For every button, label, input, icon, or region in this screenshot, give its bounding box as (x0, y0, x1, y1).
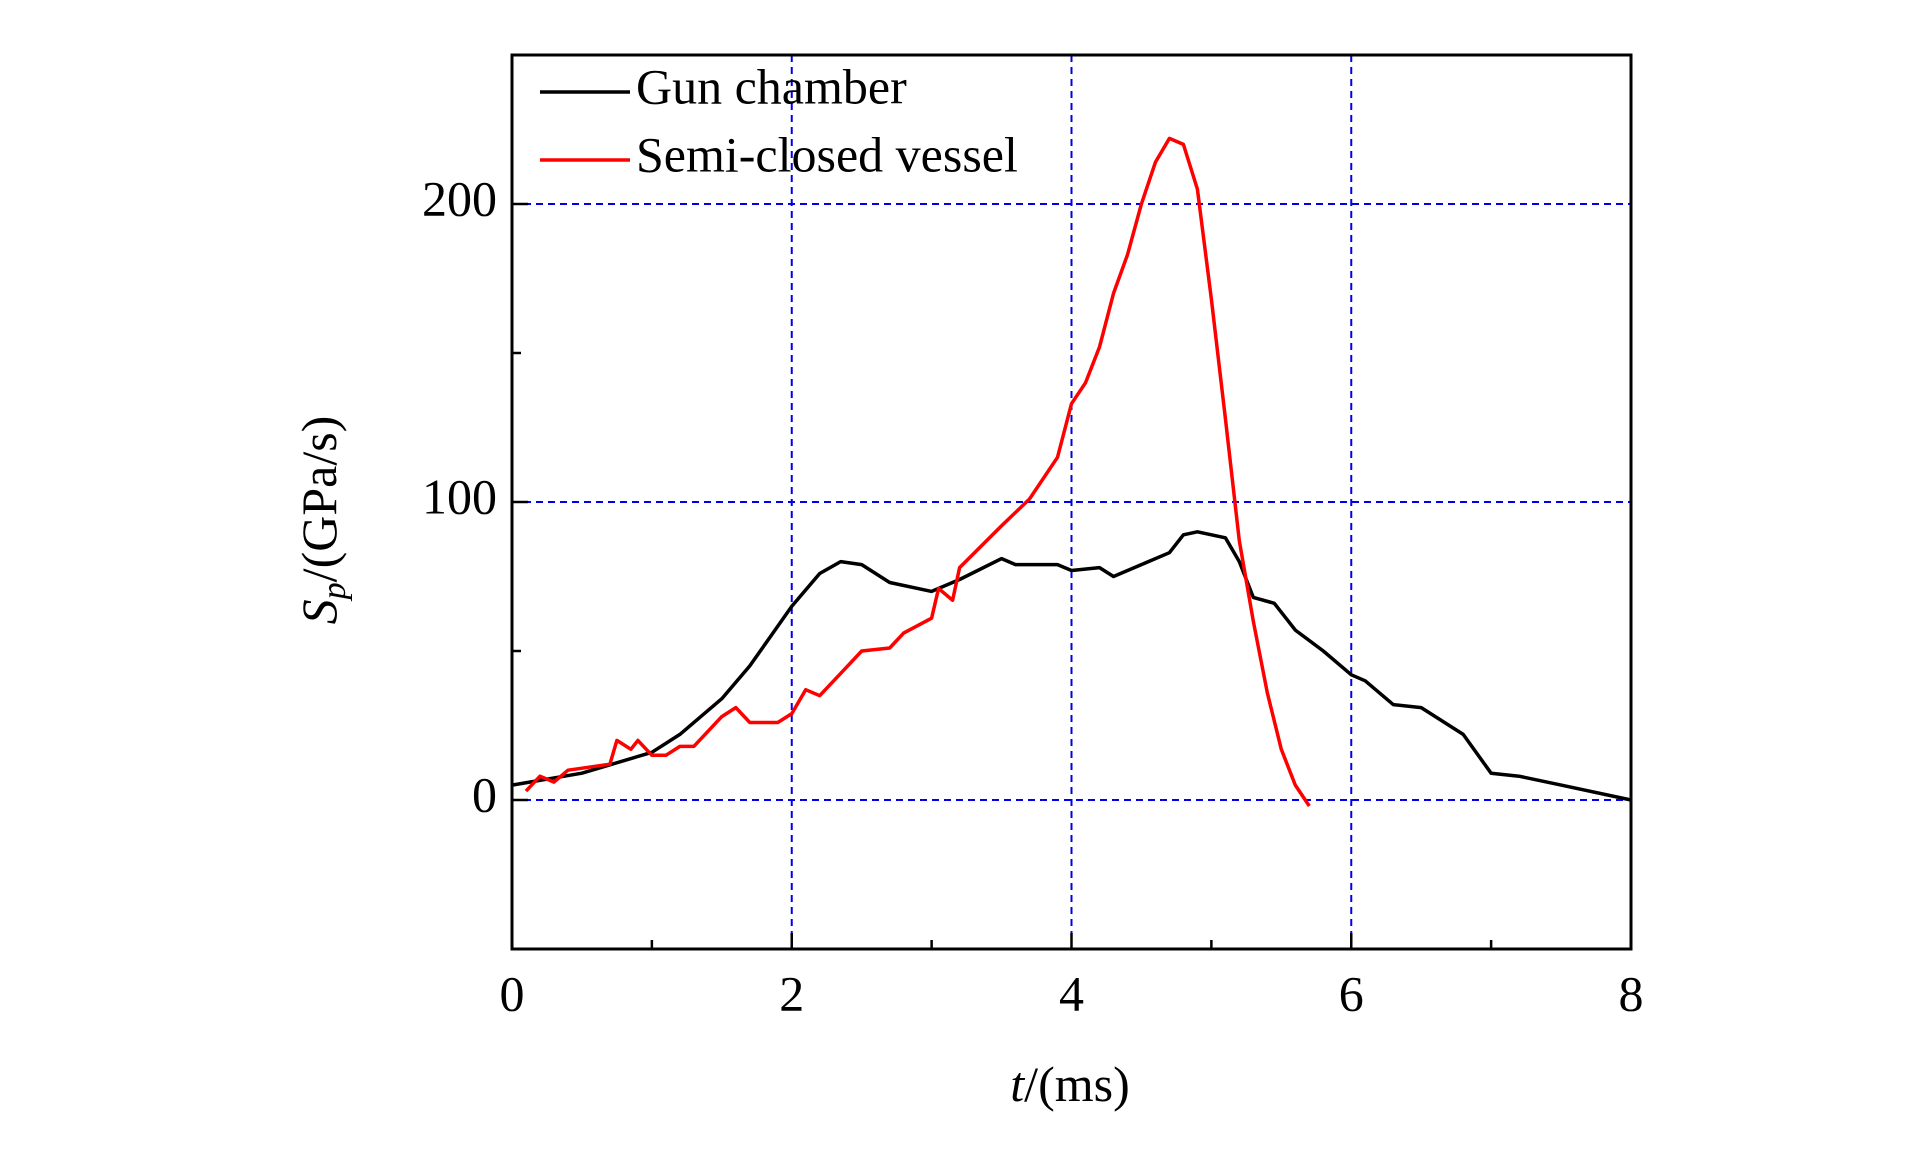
y-label-subscript: p (316, 582, 353, 601)
x-tick-label: 8 (1619, 965, 1644, 1021)
legend-label: Gun chamber (636, 58, 907, 114)
x-tick-label: 0 (500, 965, 525, 1021)
series-line (511, 530, 1632, 802)
x-tick-label: 6 (1339, 965, 1364, 1021)
y-label-unit: /(GPa/s) (291, 416, 347, 583)
x-axis-label: t/(ms) (1010, 1056, 1129, 1112)
x-label-symbol: t (1010, 1056, 1025, 1112)
y-label-symbol: S (291, 599, 347, 624)
y-tick-label: 100 (422, 468, 497, 524)
x-tick-label: 2 (779, 965, 804, 1021)
y-tick-label: 0 (472, 766, 497, 822)
y-axis-label: Sp/(GPa/s) (291, 416, 352, 625)
y-tick-label: 200 (422, 170, 497, 226)
x-tick-label: 4 (1059, 965, 1084, 1021)
plot-frame (510, 53, 1633, 951)
x-label-unit: /(ms) (1024, 1056, 1130, 1112)
series-line (524, 136, 1311, 807)
legend-label: Semi-closed vessel (636, 126, 1018, 182)
